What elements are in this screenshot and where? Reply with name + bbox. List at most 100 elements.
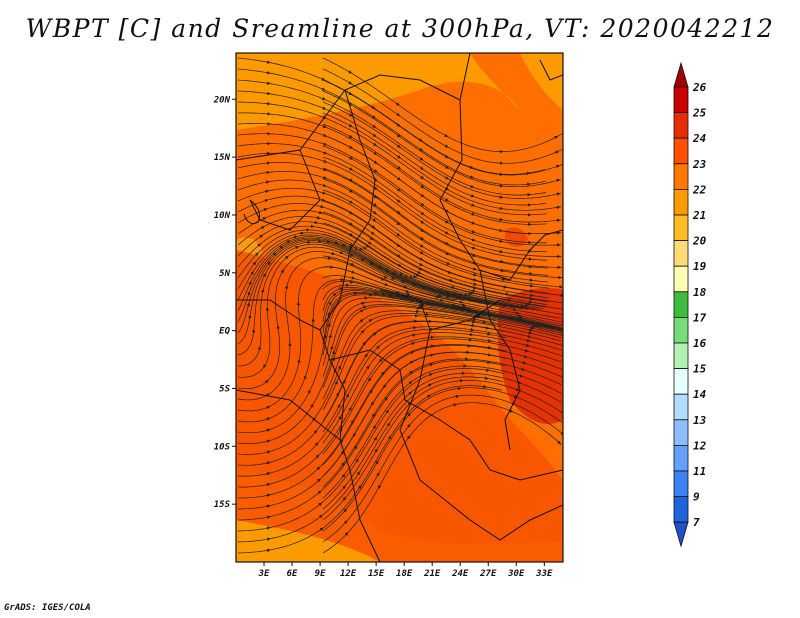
streamline-arrow	[360, 329, 365, 334]
streamline-arrow	[530, 326, 535, 330]
streamline-arrow	[246, 291, 251, 296]
streamline	[237, 229, 540, 310]
streamline-arrow	[527, 334, 532, 339]
wbpt-field-warm-south	[236, 250, 563, 562]
lon-label: 12E	[340, 569, 357, 579]
streamline-arrow	[374, 448, 378, 453]
streamline-arrow	[343, 520, 348, 524]
streamline-arrow	[345, 393, 349, 398]
streamline-arrow	[415, 273, 420, 277]
streamline-arrow	[279, 245, 284, 250]
streamline-arrow	[286, 240, 291, 244]
wbpt-field-cool-north	[236, 53, 520, 130]
streamline-arrow	[383, 275, 388, 279]
streamline-arrow	[371, 105, 376, 109]
streamline-arrow	[321, 77, 326, 81]
streamline-arrow	[439, 298, 444, 302]
streamline-arrow	[429, 363, 434, 367]
streamline-arrow	[385, 268, 390, 272]
streamline-arrow	[264, 379, 269, 384]
streamline-arrow	[469, 165, 474, 169]
streamline-arrow	[417, 270, 422, 274]
streamline-arrow	[534, 324, 539, 328]
streamline-arrow	[261, 288, 265, 293]
streamline-arrow	[376, 472, 380, 477]
streamline-arrow	[373, 151, 378, 155]
streamline	[237, 234, 529, 310]
streamline-arrow	[349, 145, 353, 149]
streamline-arrow	[473, 272, 478, 277]
streamline-arrow	[419, 262, 424, 266]
streamline-arrow	[407, 412, 411, 417]
streamline	[322, 189, 562, 288]
streamline	[322, 338, 562, 455]
streamline-arrow	[500, 268, 505, 273]
streamline-arrow	[555, 150, 560, 154]
streamline-arrow	[406, 423, 411, 428]
streamline-arrow	[266, 504, 271, 508]
streamline-arrow	[372, 425, 376, 429]
streamline-arrow	[327, 322, 331, 327]
streamline-arrow	[512, 307, 517, 312]
streamline-arrow	[323, 151, 328, 155]
streamline-arrow	[323, 334, 327, 339]
streamline	[238, 359, 506, 521]
streamline-arrow	[348, 113, 353, 117]
streamline	[237, 328, 506, 477]
streamline-arrow	[452, 303, 457, 308]
streamline-arrow	[350, 253, 355, 257]
streamline	[237, 236, 522, 312]
streamline-arrow	[369, 389, 373, 394]
streamline-arrow	[322, 183, 327, 188]
streamline-arrow	[322, 124, 327, 128]
streamline-arrow	[397, 155, 401, 159]
colorbar: 26 25 24 23 22 21 20 19 18 17 16 15 14 13 12 11 9 7	[673, 61, 707, 548]
streamline-arrow	[317, 490, 322, 495]
streamline-arrow	[444, 231, 449, 235]
streamline-arrow	[468, 298, 473, 302]
streamline-arrow	[373, 203, 378, 207]
streamline-arrow	[348, 70, 353, 74]
streamline-arrow	[398, 273, 403, 277]
colorbar-label: 12	[693, 439, 707, 452]
colorbar-top-arrow	[673, 61, 689, 88]
streamline-arrow	[362, 341, 366, 346]
streamline-arrow	[354, 246, 359, 250]
streamline-arrow	[458, 300, 464, 304]
streamline-arrow	[462, 304, 467, 309]
streamline	[322, 112, 562, 211]
streamline-arrow	[419, 157, 424, 161]
streamline-arrow	[397, 263, 402, 267]
streamline	[322, 167, 562, 268]
streamline	[237, 376, 504, 543]
streamline-arrow	[435, 295, 440, 299]
streamline-arrow	[266, 450, 271, 454]
streamline-arrow	[419, 257, 424, 261]
streamline-arrow	[446, 261, 451, 265]
streamline-arrow	[517, 314, 523, 318]
streamline	[322, 57, 563, 152]
streamline-arrow	[377, 265, 382, 269]
streamline-arrow	[334, 241, 339, 245]
streamline-arrow	[368, 319, 373, 323]
streamline-arrow	[266, 417, 271, 421]
streamline-arrow	[350, 419, 354, 424]
streamline-arrow	[360, 257, 365, 261]
streamline-arrow	[471, 246, 476, 250]
streamline-arrow	[316, 466, 321, 471]
streamline-arrow	[453, 292, 458, 296]
streamline-arrow	[406, 435, 411, 440]
streamline-arrow	[411, 341, 416, 346]
streamline-arrow	[396, 123, 401, 127]
streamline-arrow	[323, 167, 328, 172]
streamline-arrow	[348, 91, 353, 96]
wbpt-field-hot-east	[497, 288, 563, 424]
streamline	[237, 187, 549, 289]
streamline-arrow	[471, 212, 476, 216]
streamline-arrow	[444, 133, 449, 137]
streamline	[237, 225, 544, 309]
streamline-arrow	[349, 232, 354, 237]
streamline-arrow	[326, 239, 331, 244]
streamline-arrow	[445, 165, 449, 169]
colorbar-label: 20	[692, 235, 707, 248]
